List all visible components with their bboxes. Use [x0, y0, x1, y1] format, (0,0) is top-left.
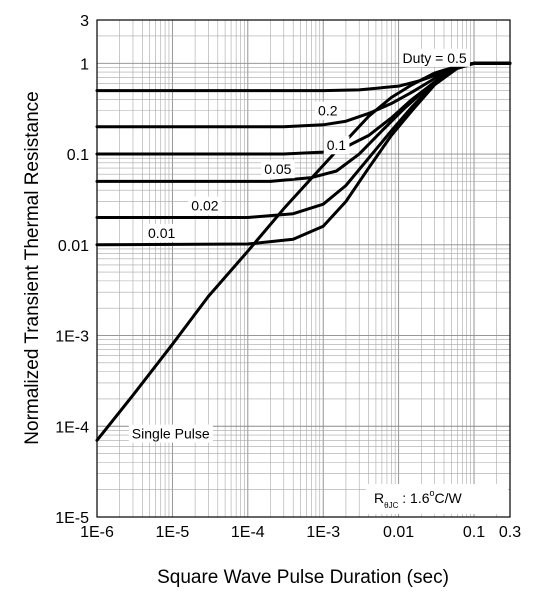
series-label-text: 0.02: [191, 198, 218, 214]
x-tick-label: 1E-3: [306, 524, 340, 541]
plot-frame: [96, 19, 511, 518]
series-line: [95, 61, 512, 156]
x-tick-label: 0.1: [463, 524, 485, 541]
series-label-text: 0.05: [264, 161, 291, 177]
x-tick-label: 0.3: [499, 524, 521, 541]
y-tick-label: 3: [80, 13, 89, 30]
series-label-text: Single Pulse: [132, 426, 210, 442]
x-axis-title: Square Wave Pulse Duration (sec): [157, 567, 449, 588]
curve-layer: [95, 61, 512, 442]
series-label-bg: [128, 424, 213, 443]
x-tick-label: 1E-4: [231, 524, 265, 541]
rthjc-annotation-text: RθJC : 1.6oC/W: [374, 488, 463, 510]
y-tick-label: 0.1: [67, 147, 89, 164]
x-tick-label: 1E-5: [156, 524, 190, 541]
series-label: Duty = 0.5: [399, 48, 470, 67]
series-label-bg: [399, 48, 470, 67]
y-tick-label: 0.01: [58, 238, 89, 255]
y-tick-label: 1E-3: [55, 329, 89, 346]
series-line: [95, 61, 512, 219]
y-tick-label: 1E-5: [55, 510, 89, 527]
series-label: 0.01: [145, 223, 179, 242]
rthjc-annotation-bg: [366, 484, 508, 514]
series-label: 0.02: [188, 196, 222, 215]
rthjc-unit: C/W: [435, 490, 463, 506]
series-line: [95, 61, 512, 442]
grid-layer: [96, 19, 511, 518]
series-label-bg: [188, 196, 222, 215]
x-tick-label: 1E-6: [80, 524, 114, 541]
y-axis-title: Normalized Transient Thermal Resistance: [22, 91, 43, 444]
series-label: 0.2: [315, 101, 341, 120]
series-label-text: 0.1: [327, 137, 347, 153]
curve-label-layer: Duty = 0.5 0.2 0.1 0.05 0.02 0.01 Single Pulse: [128, 48, 470, 443]
rthjc-symbol: R: [374, 490, 384, 506]
series-line: [95, 61, 512, 183]
series-label-text: 0.01: [148, 225, 175, 241]
x-tick-label: 0.01: [383, 524, 414, 541]
rthjc-annotation: RθJC : 1.6oC/W: [366, 484, 508, 514]
rthjc-value: : 1.6: [398, 490, 429, 506]
series-line: [95, 61, 512, 247]
series-label-text: 0.2: [318, 103, 338, 119]
series-label-bg: [145, 223, 179, 242]
y-tick-label: 1: [80, 56, 89, 73]
series-label-bg: [261, 160, 295, 179]
series-label: 0.1: [323, 136, 350, 155]
series-label: Single Pulse: [128, 424, 213, 443]
rthjc-subscript: θJC: [384, 501, 398, 510]
rthjc-degree: o: [430, 488, 435, 498]
series-label: 0.05: [261, 160, 295, 179]
y-tick-label: 1E-4: [55, 419, 89, 436]
series-label-bg: [315, 101, 341, 120]
series-label-bg: [323, 136, 350, 155]
series-label-text: Duty = 0.5: [402, 50, 466, 66]
